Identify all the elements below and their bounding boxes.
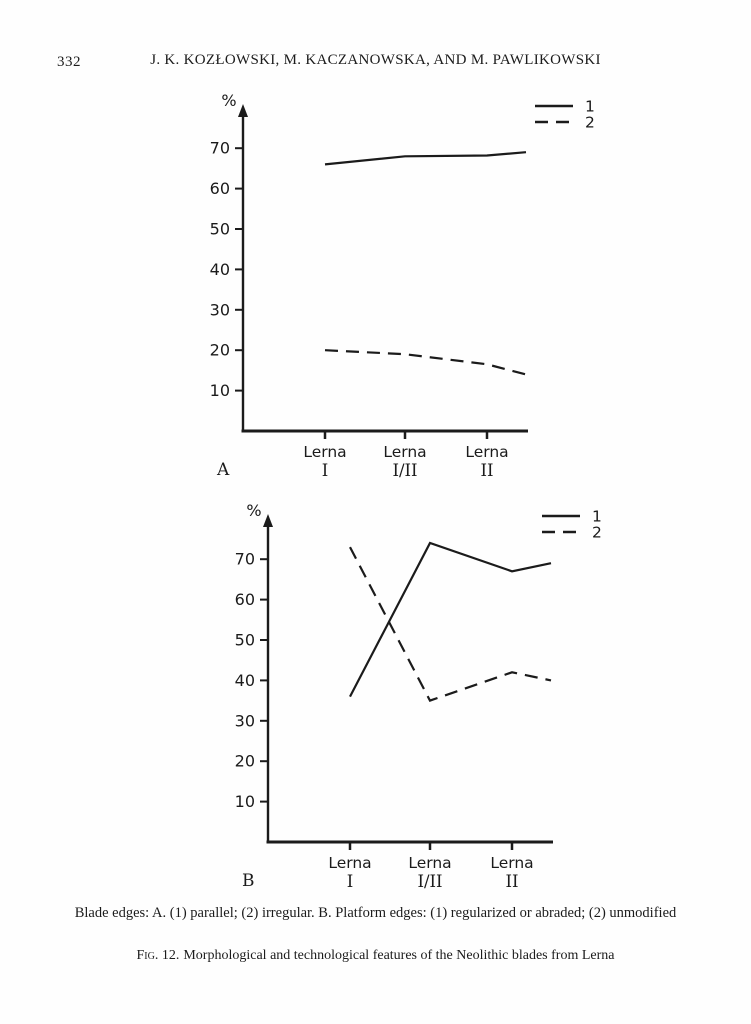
y-tick-label: 60 [235,590,255,609]
y-tick-label: 10 [235,792,255,811]
x-category-numeral: II [480,461,493,480]
legend-label: 1 [585,98,595,116]
y-tick-label: 30 [210,300,230,319]
y-tick-label: 20 [235,752,255,771]
x-category-label: Lerna [490,854,533,872]
panel-letter: A [216,460,230,480]
legend-label: 2 [592,524,602,542]
running-head: 332 J. K. KOZŁOWSKI, M. KACZANOWSKA, AND… [0,52,751,74]
x-category-label: Lerna [383,443,426,461]
chart-panel-b: % 10 20 30 40 50 60 70 Lerna I Lerna I/II Lerna II 1 2 B [220,494,650,906]
x-category-label: Lerna [303,443,346,461]
x-category-numeral: I/II [417,872,442,891]
series-line-2-dashed [324,349,527,376]
y-tick-label: 70 [210,139,230,158]
panel-letter: B [242,871,255,891]
y-tick-label: 10 [210,381,230,400]
x-category-label: Lerna [328,854,371,872]
page-number: 332 [57,54,81,70]
series-line-1-solid [324,151,527,166]
y-tick-label: 20 [210,341,230,360]
y-axis-arrow-icon [263,514,273,527]
series-line-1-solid [349,541,552,698]
y-axis-label: % [221,91,236,110]
y-axis-label: % [246,501,261,520]
figure-caption: Fig. 12. Morphological and technological … [0,948,751,964]
x-category-label: Lerna [408,854,451,872]
x-category-numeral: I [347,872,354,891]
x-category-numeral: II [505,872,518,891]
x-category-label: Lerna [465,443,508,461]
x-category-numeral: I [322,461,329,480]
y-tick-label: 50 [235,631,255,650]
y-tick-label: 60 [210,179,230,198]
chart-panel-a: % 10 20 30 40 50 60 70 Lerna I Lerna I/II Lerna II 1 2 A [195,84,625,496]
x-category-numeral: I/II [392,461,417,480]
figure-caption-label: Fig. 12. [136,948,180,963]
y-tick-label: 70 [235,550,255,569]
y-tick-label: 40 [235,671,255,690]
y-tick-label: 50 [210,220,230,239]
y-axis-arrow-icon [238,104,248,117]
legend-label: 1 [592,508,602,526]
figure-caption-text: Morphological and technological features… [183,948,615,963]
y-tick-label: 40 [210,260,230,279]
y-tick-label: 30 [235,711,255,730]
running-title: J. K. KOZŁOWSKI, M. KACZANOWSKA, AND M. … [150,52,601,68]
figure-key-line: Blade edges: A. (1) parallel; (2) irregu… [74,905,677,921]
series-line-2-dashed [349,546,552,702]
legend-label: 2 [585,114,595,132]
